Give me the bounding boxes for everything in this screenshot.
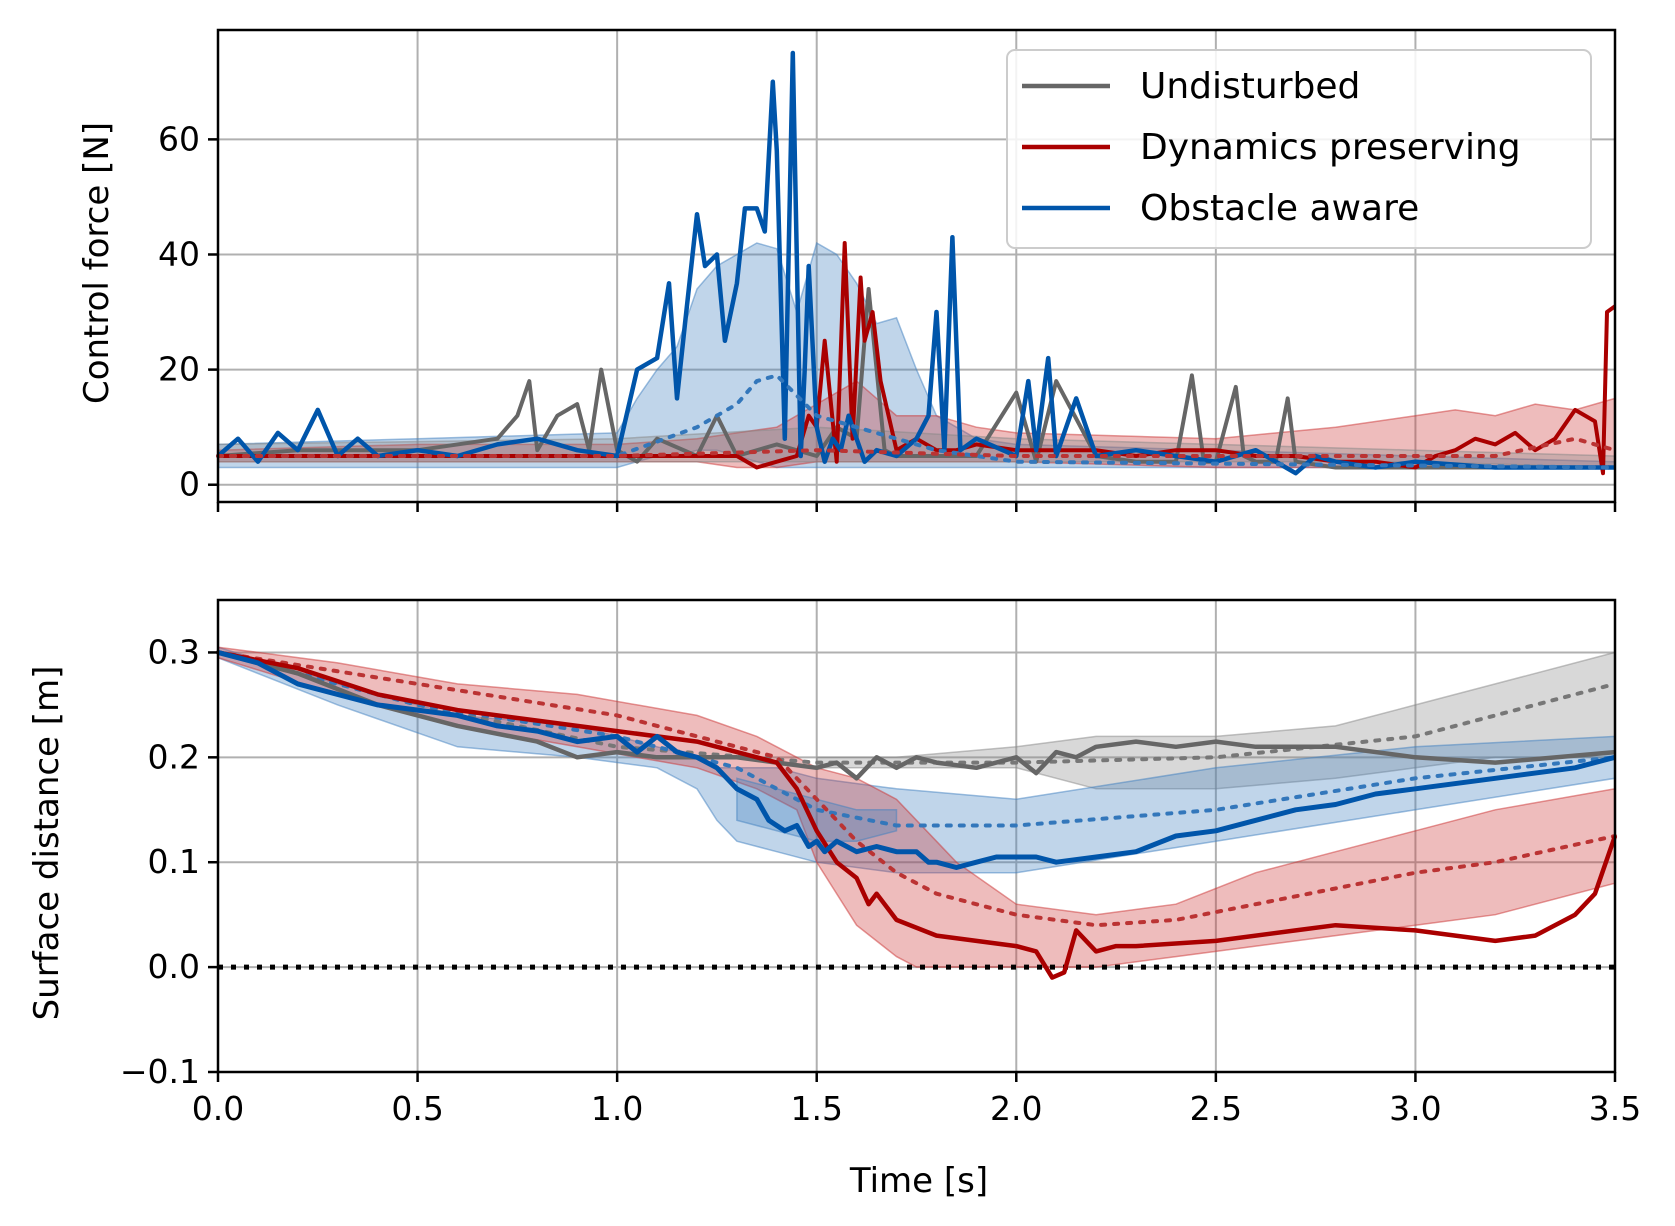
legend-label-undisturbed: Undisturbed xyxy=(1140,66,1360,107)
bottom-x-tick-label-0: 0.0 xyxy=(192,1089,244,1128)
legend: Undisturbed Dynamics preserving Obstacle… xyxy=(1006,49,1592,249)
bottom-ticks: 0.0 0.5 1.0 1.5 2.0 2.5 3.0 3.5−0.10.00.10.20.3 xyxy=(120,632,1641,1128)
bottom-lines xyxy=(216,649,1618,980)
bottom-x-tick-label-3.5: 3.5 xyxy=(1589,1089,1641,1128)
top-ticks: 0 20 40 60 xyxy=(158,119,1617,512)
bottom-y-tick-label-0: 0.0 xyxy=(148,947,200,986)
bottom-y-axis-label: Surface distance [m] xyxy=(27,666,67,1021)
top-series-dynamics-preserving-mean xyxy=(216,436,1617,458)
top-series-undisturbed xyxy=(217,287,1615,470)
top-y-axis-label: Control force [N] xyxy=(77,122,117,404)
bottom-y-tick-label-0.2: 0.2 xyxy=(148,737,200,776)
bottom-x-tick-label-0.5: 0.5 xyxy=(391,1089,443,1128)
bottom-x-tick-label-2: 2.0 xyxy=(990,1089,1042,1128)
bottom-x-tick-label-1.5: 1.5 xyxy=(790,1089,842,1128)
legend-label-obstacle-aware: Obstacle aware xyxy=(1140,188,1419,229)
bottom-x-tick-label-2.5: 2.5 xyxy=(1190,1089,1242,1128)
top-series-obstacle-aware-mean xyxy=(216,373,1617,470)
legend-label-dynamics-preserving: Dynamics preserving xyxy=(1140,127,1521,168)
bottom-y-tick-label-0.3: 0.3 xyxy=(148,632,200,671)
top-y-tick-label-20: 20 xyxy=(158,350,200,389)
x-axis-label: Time [s] xyxy=(849,1161,988,1201)
bottom-series-undisturbed xyxy=(217,650,1616,781)
top-y-tick-label-60: 60 xyxy=(158,119,200,158)
bottom-series-obstacle-aware-mean xyxy=(216,650,1617,828)
bottom-plot-frame xyxy=(216,598,1617,1074)
top-plot-frame xyxy=(216,28,1617,504)
top-panel: 0 20 40 60 Control force [N] Undisturbed Dy… xyxy=(77,28,1617,512)
bottom-series-obstacle-aware xyxy=(217,649,1616,870)
top-y-tick-label-40: 40 xyxy=(158,234,200,273)
top-series-dynamics-preserving xyxy=(218,241,1617,476)
legend-box xyxy=(1006,49,1592,249)
bottom-y-tick-label--0.1: −0.1 xyxy=(120,1052,200,1091)
top-y-tick-label-0: 0 xyxy=(179,465,200,504)
top-lines xyxy=(216,50,1617,476)
bottom-x-tick-label-3: 3.0 xyxy=(1389,1089,1441,1128)
bottom-y-tick-label-0.1: 0.1 xyxy=(148,842,200,881)
bottom-x-tick-label-1: 1.0 xyxy=(591,1089,643,1128)
top-series-obstacle-aware xyxy=(216,50,1615,476)
bottom-panel: 0.0 0.5 1.0 1.5 2.0 2.5 3.0 3.5−0.10.00.10.20.3… xyxy=(27,598,1641,1201)
bottom-series-dynamics-preserving xyxy=(217,650,1618,980)
bottom-series-dynamics-preserving-mean xyxy=(216,650,1617,928)
